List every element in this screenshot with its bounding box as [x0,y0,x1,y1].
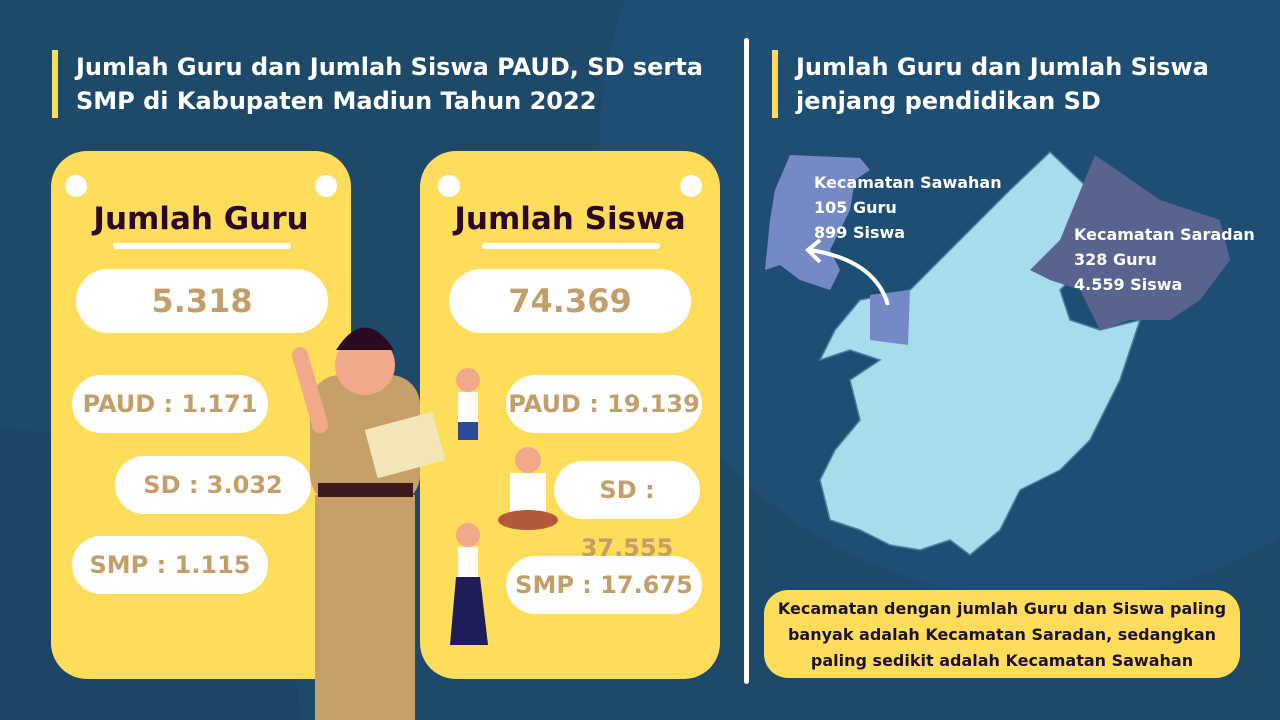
arrow-head [805,238,822,264]
siswa-heading: Jumlah Siswa [454,201,686,237]
siswa-total: 74.369 [449,269,691,333]
card-hole [65,175,87,197]
guru-heading: Jumlah Guru [93,201,309,237]
heading-underline [482,243,660,249]
madiun-map [765,150,1230,556]
sawahan-guru: 105 Guru [814,198,897,217]
guru-sd: SD : 3.032 [115,456,311,514]
heading-underline [113,243,291,249]
guru-total: 5.318 [76,269,328,333]
teacher-illustration [292,327,446,720]
map-region-sawahan-south [870,290,910,345]
saradan-siswa: 4.559 Siswa [1074,275,1183,294]
siswa-smp: SMP : 17.675 [506,556,702,614]
right-title: Jumlah Guru dan Jumlah Siswa jenjang pen… [772,50,1212,118]
saradan-guru: 328 Guru [1074,250,1157,269]
arrow [809,248,890,306]
guru-card: Jumlah Guru 5.318 PAUD : 1.171 SD : 3.03… [51,151,351,679]
saradan-name: Kecamatan Saradan [1074,225,1255,244]
student-illustrations [450,368,558,645]
card-hole [680,175,702,197]
guru-paud: PAUD : 1.171 [72,375,268,433]
summary-note: Kecamatan dengan jumlah Guru dan Siswa p… [764,590,1240,678]
guru-smp: SMP : 1.115 [72,536,268,594]
sawahan-label: Kecamatan Sawahan 105 Guru 899 Siswa [814,170,1002,245]
sawahan-siswa: 899 Siswa [814,223,906,242]
saradan-label: Kecamatan Saradan 328 Guru 4.559 Siswa [1074,222,1255,297]
map-region-sawahan [765,155,870,290]
card-hole [315,175,337,197]
map-region-saradan [1030,155,1230,330]
divider [744,38,749,684]
siswa-paud: PAUD : 19.139 [506,375,702,433]
left-title: Jumlah Guru dan Jumlah Siswa PAUD, SD se… [52,50,712,118]
sawahan-name: Kecamatan Sawahan [814,173,1002,192]
siswa-sd: SD : 37.555 [554,461,700,562]
card-hole [438,175,460,197]
